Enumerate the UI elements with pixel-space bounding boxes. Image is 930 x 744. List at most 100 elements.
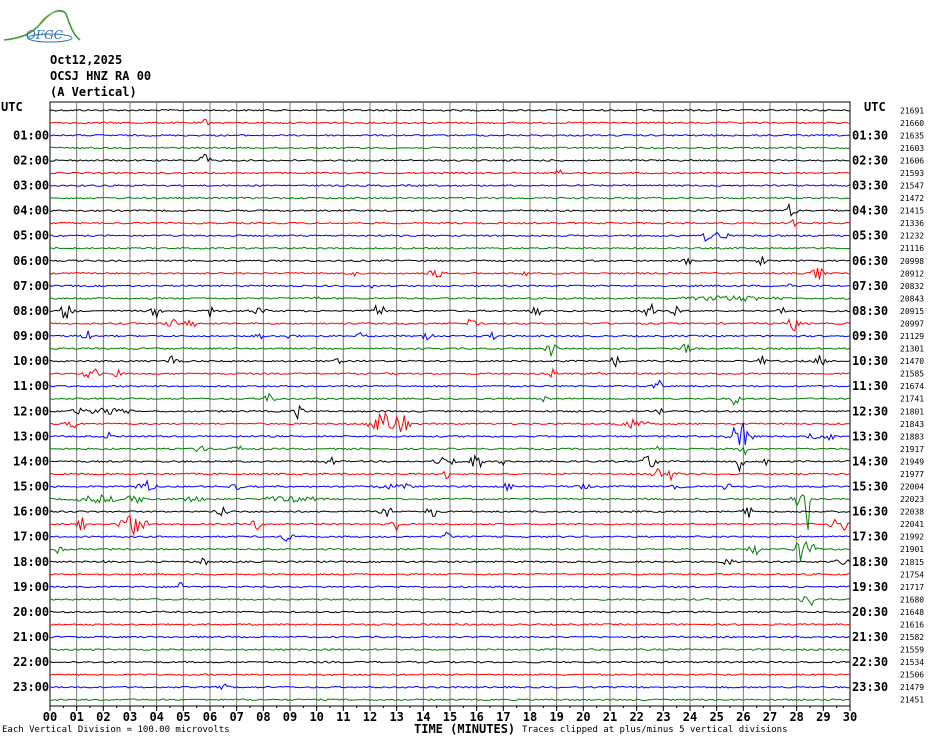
trace-value-label: 20912: [900, 269, 924, 278]
trace-value-label: 21336: [900, 219, 924, 228]
trace-value-label: 21660: [900, 119, 924, 128]
trace-value-label: 21472: [900, 194, 924, 203]
hour-label-right: 23:30: [852, 680, 888, 694]
trace-line: [49, 218, 851, 228]
x-tick-label: 18: [523, 710, 537, 724]
hour-label-left: 07:00: [13, 279, 49, 293]
trace-line: [49, 572, 851, 576]
trace-line: [49, 231, 851, 242]
x-tick-label: 24: [683, 710, 697, 724]
trace-value-label: 21901: [900, 545, 924, 554]
trace-value-label: 21691: [900, 106, 924, 115]
x-tick-label: 17: [496, 710, 510, 724]
hour-label-right: 21:30: [852, 630, 888, 644]
trace-value-label: 21129: [900, 332, 924, 341]
trace-value-label: 21415: [900, 207, 924, 216]
hour-label-right: 15:30: [852, 480, 888, 494]
hour-label-left: 19:00: [13, 580, 49, 594]
hour-label-left: 11:00: [13, 379, 49, 393]
trace-value-label: 22038: [900, 508, 924, 517]
x-tick-label: 05: [176, 710, 190, 724]
trace-value-label: 21606: [900, 156, 924, 165]
hour-label-right: 10:30: [852, 354, 888, 368]
trace-line: [49, 660, 851, 664]
x-tick-label: 28: [789, 710, 803, 724]
trace-line: [49, 295, 851, 303]
trace-value-label: 21116: [900, 244, 924, 253]
trace-value-label: 21603: [900, 144, 924, 153]
hour-label-right: 18:30: [852, 555, 888, 569]
trace-value-label: 21741: [900, 395, 924, 404]
x-tick-label: 20: [576, 710, 590, 724]
x-tick-label: 12: [363, 710, 377, 724]
trace-line: [49, 169, 851, 175]
trace-value-label: 20915: [900, 307, 924, 316]
hour-label-right: 06:30: [852, 254, 888, 268]
trace-line: [49, 256, 851, 267]
x-tick-label: 21: [603, 710, 617, 724]
x-tick-label: 02: [96, 710, 110, 724]
trace-value-label: 21534: [900, 658, 924, 667]
trace-line: [49, 404, 851, 421]
utc-left-label: UTC: [1, 100, 23, 114]
trace-value-label: 21754: [900, 570, 924, 579]
x-tick-label: 22: [629, 710, 643, 724]
x-tick-label: 26: [736, 710, 750, 724]
trace-value-label: 21992: [900, 533, 924, 542]
trace-line: [49, 467, 851, 482]
trace-line: [49, 367, 851, 379]
trace-value-label: 21506: [900, 671, 924, 680]
scale-prefix: Each Vertical Division: [2, 725, 122, 735]
trace-value-label: 21977: [900, 470, 924, 479]
hour-label-left: 15:00: [13, 480, 49, 494]
x-tick-label: 15: [443, 710, 457, 724]
trace-line: [49, 494, 851, 531]
trace-line: [49, 540, 851, 561]
trace-value-label: 22023: [900, 495, 924, 504]
trace-line: [49, 196, 851, 200]
trace-value-label: 21949: [900, 457, 924, 466]
trace-line: [49, 623, 851, 626]
x-tick-label: 14: [416, 710, 430, 724]
x-tick-label: 08: [256, 710, 270, 724]
x-tick-label: 29: [816, 710, 830, 724]
x-axis-title: TIME (MINUTES): [414, 722, 516, 736]
hour-label-left: 23:00: [13, 680, 49, 694]
scale-note: Each Vertical Division = 100.00 microvol…: [2, 725, 230, 735]
x-tick-label: 30: [843, 710, 857, 724]
trace-value-label: 21674: [900, 382, 924, 391]
scale-value: = 100.00 microvolts: [126, 725, 230, 735]
hour-label-left: 12:00: [13, 404, 49, 418]
trace-value-label: 21547: [900, 182, 924, 191]
trace-value-label: 21616: [900, 620, 924, 629]
x-tick-label: 23: [656, 710, 670, 724]
trace-line: [49, 610, 851, 614]
trace-value-label: 21815: [900, 558, 924, 567]
trace-line: [49, 146, 851, 150]
hour-label-left: 10:00: [13, 354, 49, 368]
x-tick-label: 01: [69, 710, 83, 724]
ofgc-logo: OFGC: [2, 4, 82, 46]
x-tick-label: 10: [309, 710, 323, 724]
hour-label-right: 11:30: [852, 379, 888, 393]
hour-label-left: 02:00: [13, 153, 49, 167]
trace-value-label: 21843: [900, 420, 924, 429]
trace-line: [49, 153, 851, 163]
trace-line: [49, 355, 851, 368]
trace-value-label: 20832: [900, 282, 924, 291]
trace-line: [49, 683, 851, 691]
x-tick-label: 13: [389, 710, 403, 724]
trace-line: [49, 698, 851, 702]
trace-line: [49, 673, 851, 677]
trace-value-label: 20997: [900, 319, 924, 328]
hour-label-right: 12:30: [852, 404, 888, 418]
x-tick-label: 25: [709, 710, 723, 724]
date-label: Oct12,2025: [50, 53, 123, 67]
x-tick-label: 07: [229, 710, 243, 724]
hour-label-right: 05:30: [852, 229, 888, 243]
hour-label-left: 05:00: [13, 229, 49, 243]
x-tick-label: 16: [469, 710, 483, 724]
x-tick-label: 03: [123, 710, 137, 724]
trace-value-label: 21559: [900, 646, 924, 655]
x-tick-label: 04: [149, 710, 163, 724]
